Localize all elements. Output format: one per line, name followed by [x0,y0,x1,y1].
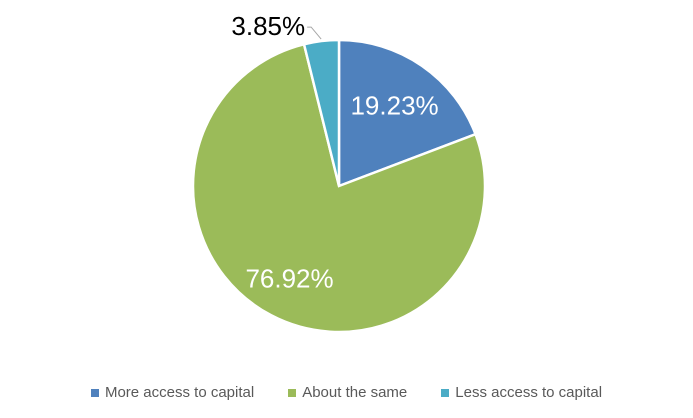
data-labels: 19.23% 76.92% 3.85% [231,11,438,294]
data-label-more-access: 19.23% [350,90,438,120]
legend-item-less-access: Less access to capital [441,384,602,401]
legend-swatch-more-access [90,388,99,397]
legend-item-about-same: About the same [288,384,407,401]
data-label-less-access: 3.85% [231,11,305,41]
legend: More access to capital About the same Le… [0,384,693,401]
pie-slice-about-same [191,42,487,334]
legend-swatch-about-same [288,388,297,397]
legend-label-less-access: Less access to capital [455,384,603,401]
legend-label-more-access: More access to capital [104,384,255,401]
pie-slice-less-access [302,38,341,187]
pie-slice-more-access [337,38,478,188]
legend-swatch-less-access [441,388,450,397]
pie-slices [191,38,487,334]
leader-line-less-access [307,26,322,40]
leader-lines [307,26,322,40]
legend-label-about-same: About the same [302,384,408,401]
legend-item-more-access: More access to capital [90,384,255,401]
data-label-about-same: 76.92% [245,264,333,294]
